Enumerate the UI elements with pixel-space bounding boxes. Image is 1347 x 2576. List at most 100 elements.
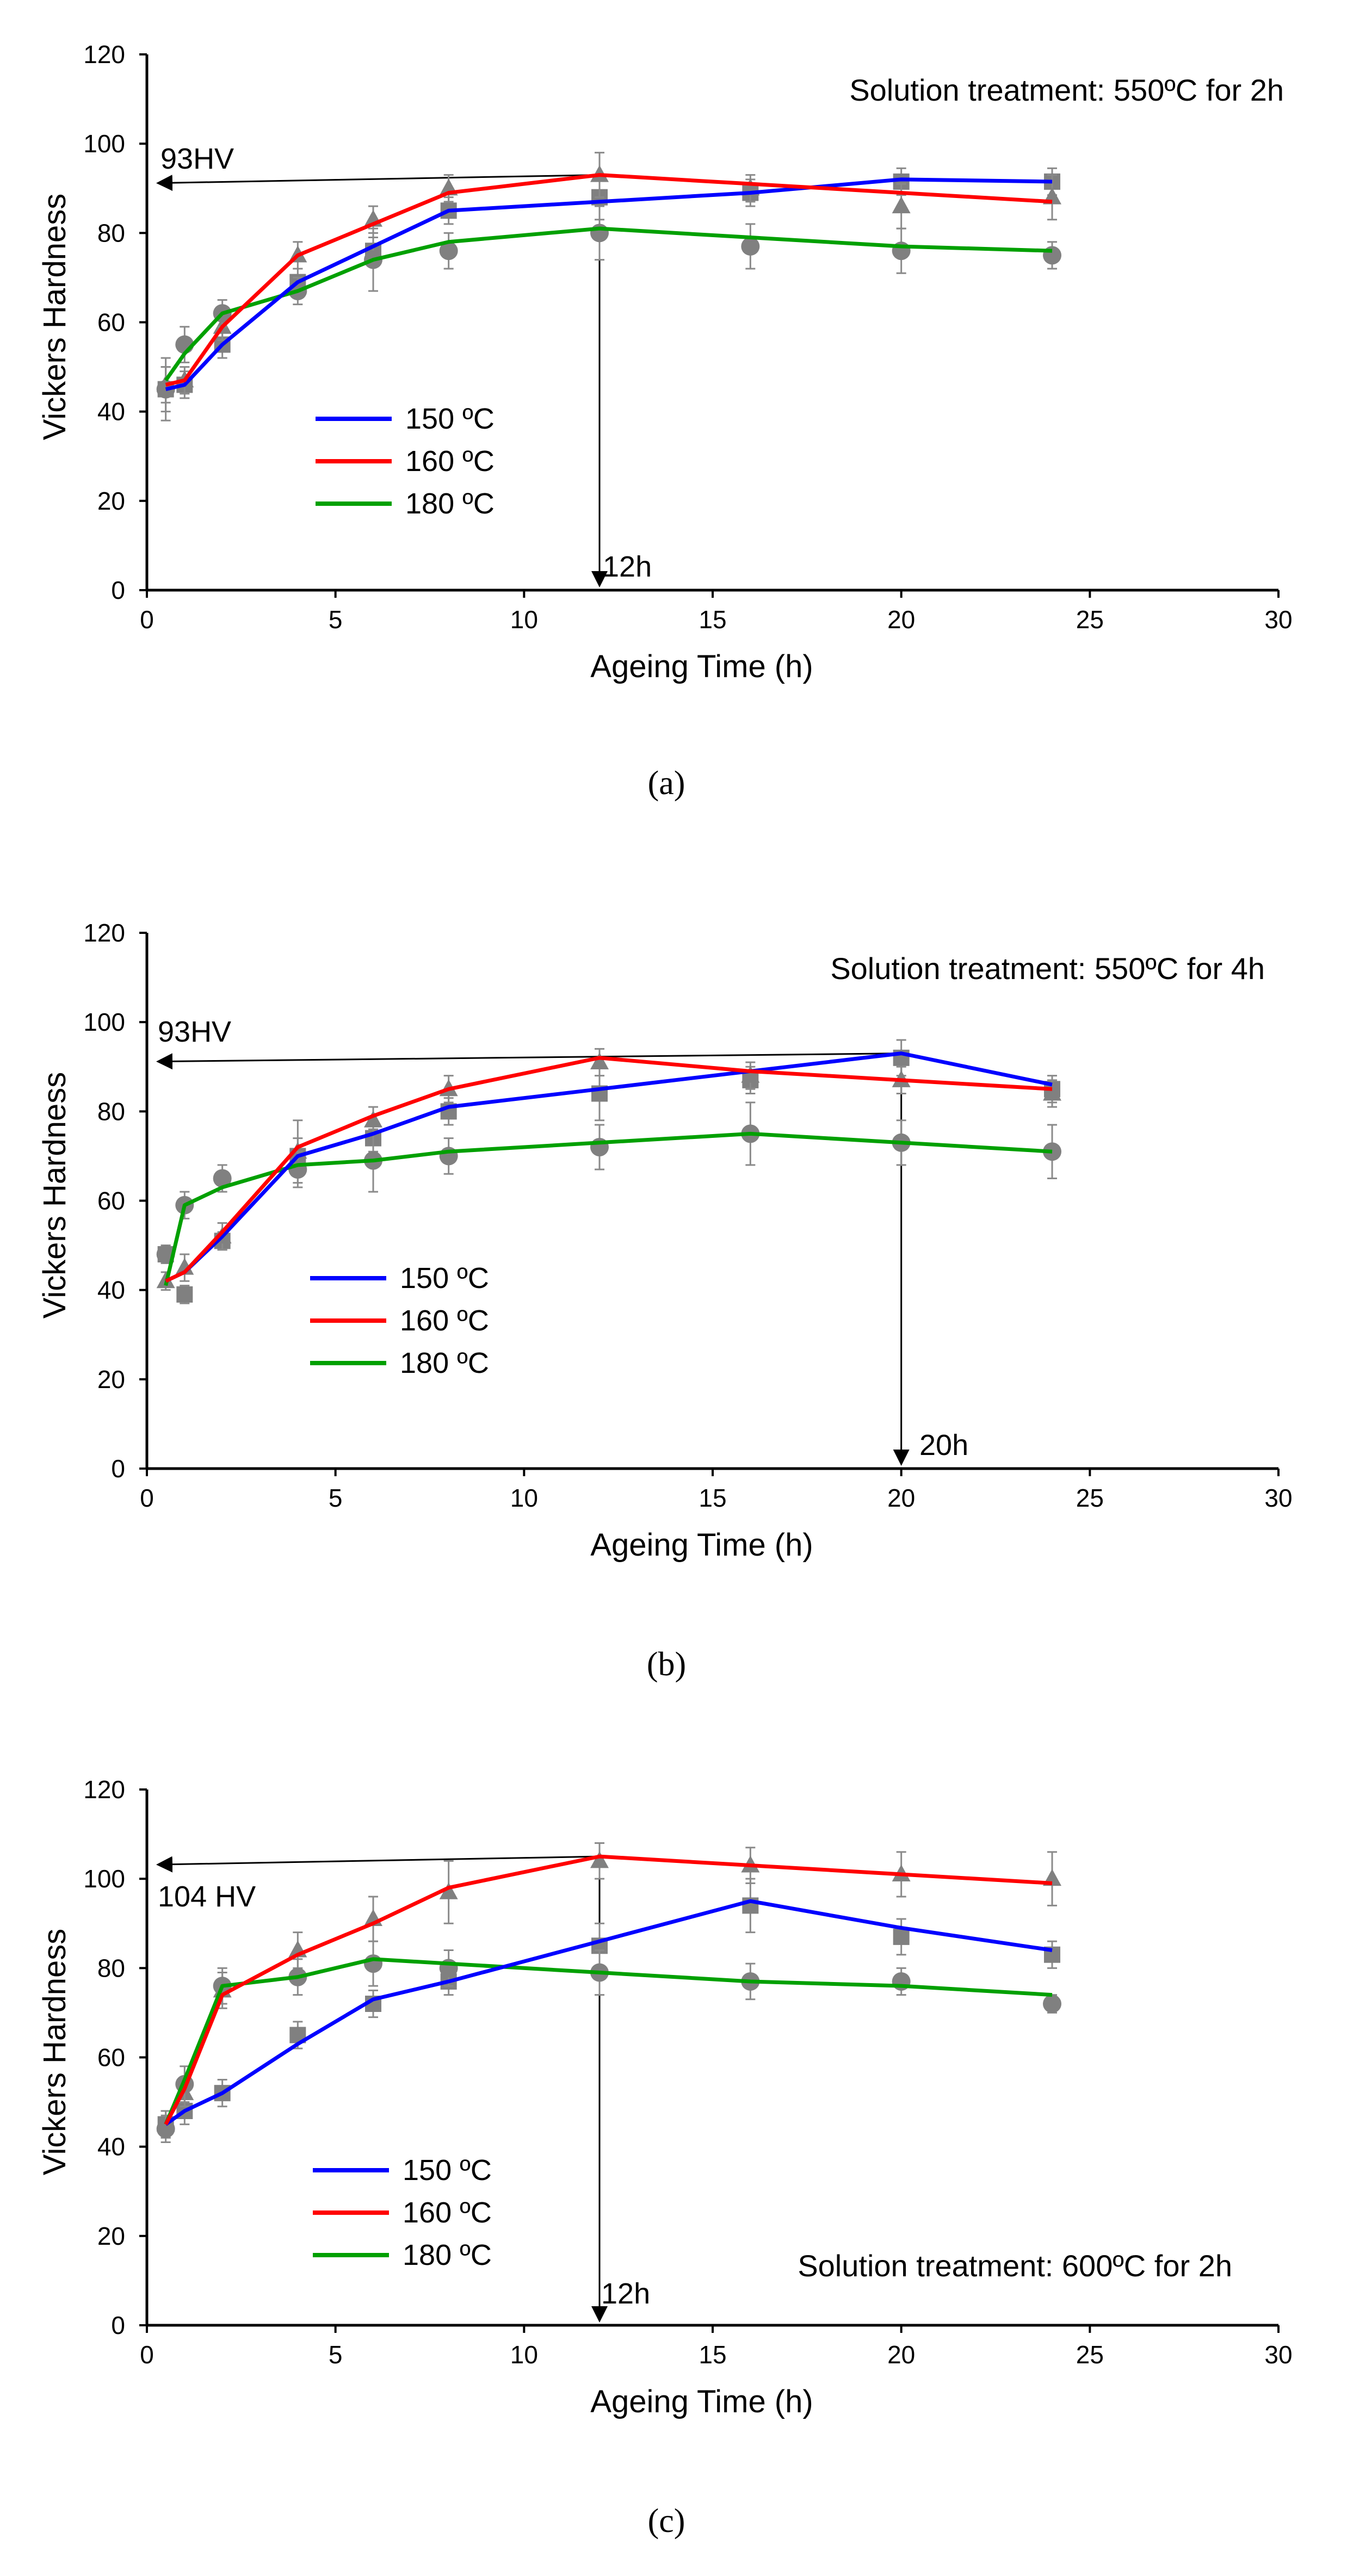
panel-caption: (b) [647, 1646, 686, 1683]
data-point [893, 1928, 910, 1945]
series-line-1 [165, 1056, 1053, 1283]
data-point [176, 1286, 193, 1303]
series-markers-0 [157, 1878, 1060, 2139]
legend-label: 180 ºC [400, 1347, 489, 1379]
legend-label: 160 ºC [403, 2196, 492, 2229]
data-point [213, 1169, 232, 1188]
x-tick-label: 30 [1264, 2340, 1292, 2369]
x-axis-label: Ageing Time (h) [590, 1527, 813, 1563]
y-tick-label: 60 [97, 2044, 125, 2072]
data-point [439, 1882, 458, 1899]
y-tick-label: 80 [97, 219, 125, 247]
y-tick-label: 20 [97, 487, 125, 515]
x-tick-label: 30 [1264, 605, 1292, 634]
peak-hardness-arrow [156, 1052, 901, 1070]
panel-caption: (c) [648, 2503, 685, 2540]
y-tick-label: 20 [97, 2222, 125, 2250]
x-axis-label: Ageing Time (h) [590, 649, 813, 684]
x-tick-label: 10 [510, 2340, 538, 2369]
x-axis-label: Ageing Time (h) [590, 2384, 813, 2419]
y-tick-label: 40 [97, 2133, 125, 2161]
chart-panel-a: 0 20 40 60 80 100 120 0 5 10 15 20 25 30 Ageing Time (… [37, 40, 1293, 802]
x-tick-label: 0 [140, 605, 154, 634]
chart-title: Solution treatment: 550ºC for 4h [830, 951, 1265, 986]
legend-label: 160 ºC [405, 445, 495, 478]
x-tick-label: 30 [1264, 1484, 1292, 1512]
y-axis-label: Vickers Hardness [37, 194, 72, 440]
panel-caption: (a) [648, 765, 685, 802]
legend-label: 160 ºC [400, 1304, 489, 1337]
y-tick-label: 120 [83, 40, 125, 69]
data-point [590, 1851, 609, 1868]
series-line-1 [165, 173, 1053, 387]
x-tick-label: 10 [510, 1484, 538, 1512]
data-point [1043, 1083, 1061, 1101]
legend: 150 ºC 160 ºC 180 ºC [316, 403, 495, 520]
legend-label: 180 ºC [403, 2239, 492, 2271]
peak-hardness-arrow [156, 174, 600, 191]
x-tick-label: 15 [699, 1484, 726, 1512]
data-point [741, 237, 760, 256]
legend-label: 150 ºC [403, 2154, 492, 2187]
peak-hardness-arrow [156, 1855, 600, 1873]
legend: 150 ºC 160 ºC 180 ºC [313, 2154, 492, 2271]
chart-title: Solution treatment: 600ºC for 2h [798, 2249, 1232, 2283]
x-tick-label: 0 [140, 1484, 154, 1512]
data-point [892, 196, 911, 214]
series-line-2 [164, 1957, 1053, 2125]
chart-panel-b: 0 20 40 60 80 100 120 0 5 10 15 20 25 30 Ageing Time (… [37, 919, 1293, 1683]
y-axis-label: Vickers Hardness [37, 1072, 72, 1318]
chart-panel-c: 0 20 40 60 80 100 120 0 5 10 15 20 25 30 Ageing Time (… [37, 1775, 1293, 2540]
y-tick-label: 60 [97, 1187, 125, 1215]
y-tick-label: 0 [111, 1454, 125, 1483]
data-point [439, 242, 458, 261]
peak-time-label: 12h [601, 2277, 650, 2310]
data-point [364, 1110, 382, 1128]
y-tick-label: 80 [97, 1954, 125, 1982]
data-point [175, 1258, 194, 1275]
legend-label: 150 ºC [405, 403, 495, 435]
y-axis-label: Vickers Hardness [37, 1929, 72, 2175]
x-tick-label: 20 [887, 605, 915, 634]
data-point [1043, 1995, 1061, 2013]
series-line-0 [165, 177, 1053, 392]
series-line-1 [164, 1854, 1053, 2126]
y-tick-label: 100 [83, 1865, 125, 1893]
y-tick-label: 20 [97, 1365, 125, 1394]
series-line-2 [164, 1131, 1053, 1286]
data-point [741, 1066, 760, 1083]
peak-hardness-label: 93HV [160, 143, 234, 175]
y-tick-label: 120 [83, 1775, 125, 1804]
y-tick-label: 0 [111, 2311, 125, 2339]
legend-label: 150 ºC [400, 1262, 489, 1295]
data-point [590, 1052, 609, 1070]
y-tick-label: 0 [111, 576, 125, 604]
peak-hardness-label: 93HV [158, 1015, 231, 1048]
y-tick-label: 120 [83, 919, 125, 947]
peak-hardness-label: 104 HV [158, 1880, 256, 1913]
series-markers-2 [156, 205, 1061, 422]
x-tick-label: 10 [510, 605, 538, 634]
y-tick-label: 40 [97, 398, 125, 426]
chart-title: Solution treatment: 550ºC for 2h [849, 73, 1284, 107]
series-line-2 [164, 226, 1053, 382]
legend-label: 180 ºC [405, 487, 495, 520]
peak-time-label: 20h [919, 1429, 968, 1462]
y-tick-label: 100 [83, 129, 125, 158]
x-tick-label: 5 [329, 1484, 343, 1512]
x-tick-label: 15 [699, 2340, 726, 2369]
data-point [590, 224, 609, 243]
y-tick-label: 40 [97, 1276, 125, 1304]
data-point [156, 2119, 175, 2138]
x-tick-label: 15 [699, 605, 726, 634]
series-line-0 [164, 1899, 1053, 2126]
series-markers-2 [156, 1101, 1061, 1264]
x-tick-label: 0 [140, 2340, 154, 2369]
y-tick-label: 60 [97, 308, 125, 337]
x-tick-label: 20 [887, 1484, 915, 1512]
x-tick-label: 25 [1076, 1484, 1104, 1512]
series-markers-1 [156, 1842, 1061, 2139]
y-tick-label: 80 [97, 1097, 125, 1125]
x-tick-label: 25 [1076, 605, 1104, 634]
